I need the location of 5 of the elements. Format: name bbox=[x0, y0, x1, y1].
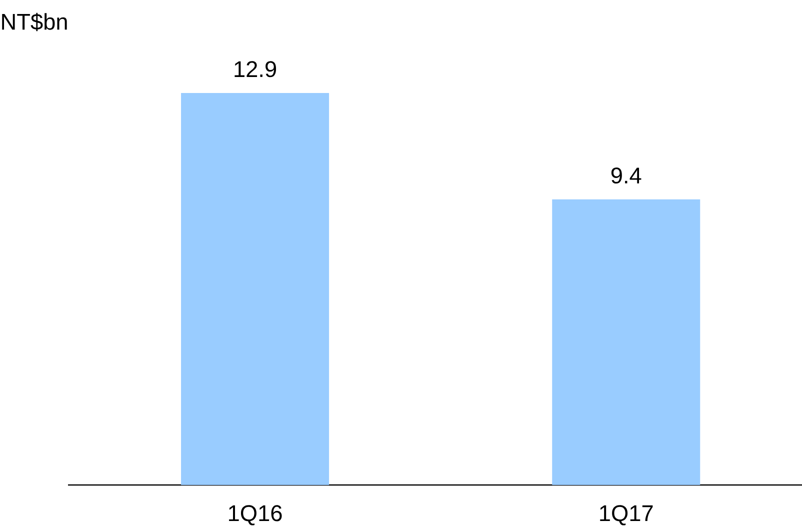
x-tick-label: 1Q17 bbox=[600, 505, 653, 526]
data-label: 12.9 bbox=[234, 61, 276, 78]
x-tick-label: 1Q16 bbox=[229, 505, 282, 526]
data-label: 9.4 bbox=[611, 167, 642, 184]
text: NT$bn bbox=[2, 12, 67, 32]
